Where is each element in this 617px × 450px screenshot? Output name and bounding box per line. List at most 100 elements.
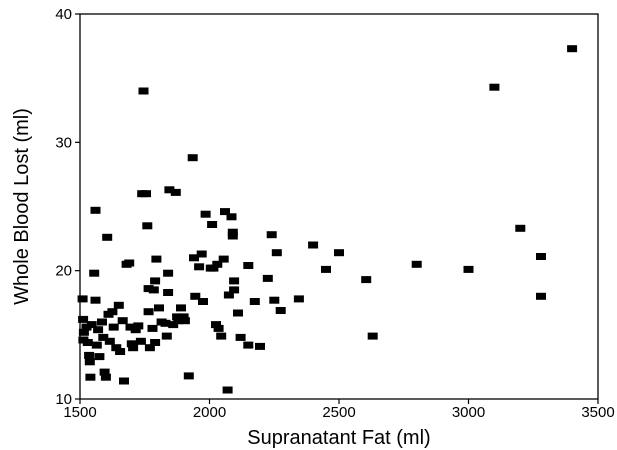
x-tick-label: 3000 bbox=[452, 404, 485, 421]
data-point bbox=[229, 286, 240, 294]
data-point bbox=[90, 206, 101, 214]
data-point bbox=[218, 255, 229, 263]
y-tick-label: 30 bbox=[55, 134, 72, 151]
data-point bbox=[130, 326, 141, 334]
data-point bbox=[142, 222, 153, 230]
data-point bbox=[275, 307, 286, 314]
data-point bbox=[150, 277, 161, 285]
data-point bbox=[119, 377, 129, 385]
data-point bbox=[208, 264, 219, 272]
data-point bbox=[200, 210, 211, 218]
data-point bbox=[207, 221, 218, 228]
data-point bbox=[124, 259, 135, 267]
data-point bbox=[81, 323, 92, 331]
data-point bbox=[321, 265, 331, 273]
data-point bbox=[243, 262, 254, 269]
data-point bbox=[536, 292, 546, 300]
data-point bbox=[107, 308, 118, 316]
data-point bbox=[220, 208, 230, 216]
data-point bbox=[86, 321, 97, 329]
data-point bbox=[126, 340, 137, 348]
data-point bbox=[229, 277, 240, 285]
data-point bbox=[179, 317, 190, 325]
data-point bbox=[223, 291, 234, 299]
data-point bbox=[212, 260, 223, 268]
data-point bbox=[255, 342, 265, 350]
data-point bbox=[84, 358, 95, 366]
data-point bbox=[100, 373, 111, 381]
data-point bbox=[144, 344, 155, 352]
data-point bbox=[148, 286, 159, 294]
data-point bbox=[91, 341, 102, 349]
y-tick-label: 40 bbox=[55, 6, 72, 23]
data-point bbox=[262, 274, 273, 282]
y-axis-title: Whole Blood Lost (ml) bbox=[11, 108, 33, 305]
data-point bbox=[78, 328, 89, 336]
data-point bbox=[94, 353, 105, 361]
data-point bbox=[99, 368, 110, 376]
data-point bbox=[515, 224, 526, 232]
data-point bbox=[463, 265, 474, 273]
data-point bbox=[147, 324, 158, 332]
data-point bbox=[82, 339, 93, 346]
x-tick-label: 2000 bbox=[193, 404, 226, 421]
data-point bbox=[104, 337, 115, 345]
x-tick-label: 2500 bbox=[322, 404, 355, 421]
data-point bbox=[367, 332, 378, 340]
data-point bbox=[154, 304, 164, 312]
data-point bbox=[108, 323, 119, 331]
data-point bbox=[293, 295, 304, 303]
x-tick-label: 3500 bbox=[581, 404, 614, 421]
data-point bbox=[227, 232, 238, 240]
data-point bbox=[168, 321, 179, 329]
data-point bbox=[160, 319, 171, 327]
data-point bbox=[102, 233, 113, 241]
data-point bbox=[361, 276, 372, 284]
data-point bbox=[213, 324, 224, 332]
data-point bbox=[269, 296, 280, 304]
data-point bbox=[271, 249, 282, 257]
data-point bbox=[143, 308, 154, 316]
data-point bbox=[125, 323, 136, 331]
data-point bbox=[198, 298, 208, 305]
data-point bbox=[97, 318, 107, 326]
data-point bbox=[135, 337, 146, 345]
data-point bbox=[138, 87, 149, 95]
data-point bbox=[128, 344, 139, 352]
data-point bbox=[161, 332, 172, 340]
data-point bbox=[150, 339, 161, 346]
data-point bbox=[178, 313, 189, 321]
data-point bbox=[85, 373, 96, 381]
data-point bbox=[308, 241, 319, 249]
y-tick-label: 10 bbox=[55, 391, 72, 408]
data-point bbox=[190, 292, 201, 300]
data-point bbox=[266, 231, 277, 239]
data-point bbox=[89, 269, 100, 277]
data-point bbox=[115, 348, 126, 355]
data-point bbox=[173, 317, 184, 325]
data-point bbox=[189, 254, 199, 262]
data-point bbox=[77, 295, 88, 303]
data-point bbox=[111, 344, 122, 352]
y-tick-label: 20 bbox=[55, 263, 72, 280]
data-point bbox=[489, 83, 500, 91]
data-point bbox=[90, 296, 101, 304]
data-point bbox=[235, 333, 246, 341]
data-point bbox=[183, 372, 194, 380]
data-points bbox=[77, 45, 578, 394]
data-point bbox=[164, 186, 175, 194]
data-point bbox=[187, 154, 198, 162]
data-point bbox=[141, 190, 151, 198]
data-point bbox=[226, 213, 237, 221]
data-point bbox=[211, 321, 221, 329]
data-point bbox=[98, 333, 109, 341]
x-axis-title: Supranatant Fat (ml) bbox=[247, 427, 430, 449]
data-point bbox=[536, 253, 546, 260]
data-point bbox=[243, 341, 254, 349]
data-point bbox=[143, 285, 154, 293]
data-point bbox=[227, 228, 238, 236]
data-point bbox=[113, 301, 124, 309]
x-axis-ticks: 1500 2000 2500 3000 3500 bbox=[63, 399, 615, 421]
data-point bbox=[133, 322, 144, 330]
data-point bbox=[216, 332, 227, 340]
